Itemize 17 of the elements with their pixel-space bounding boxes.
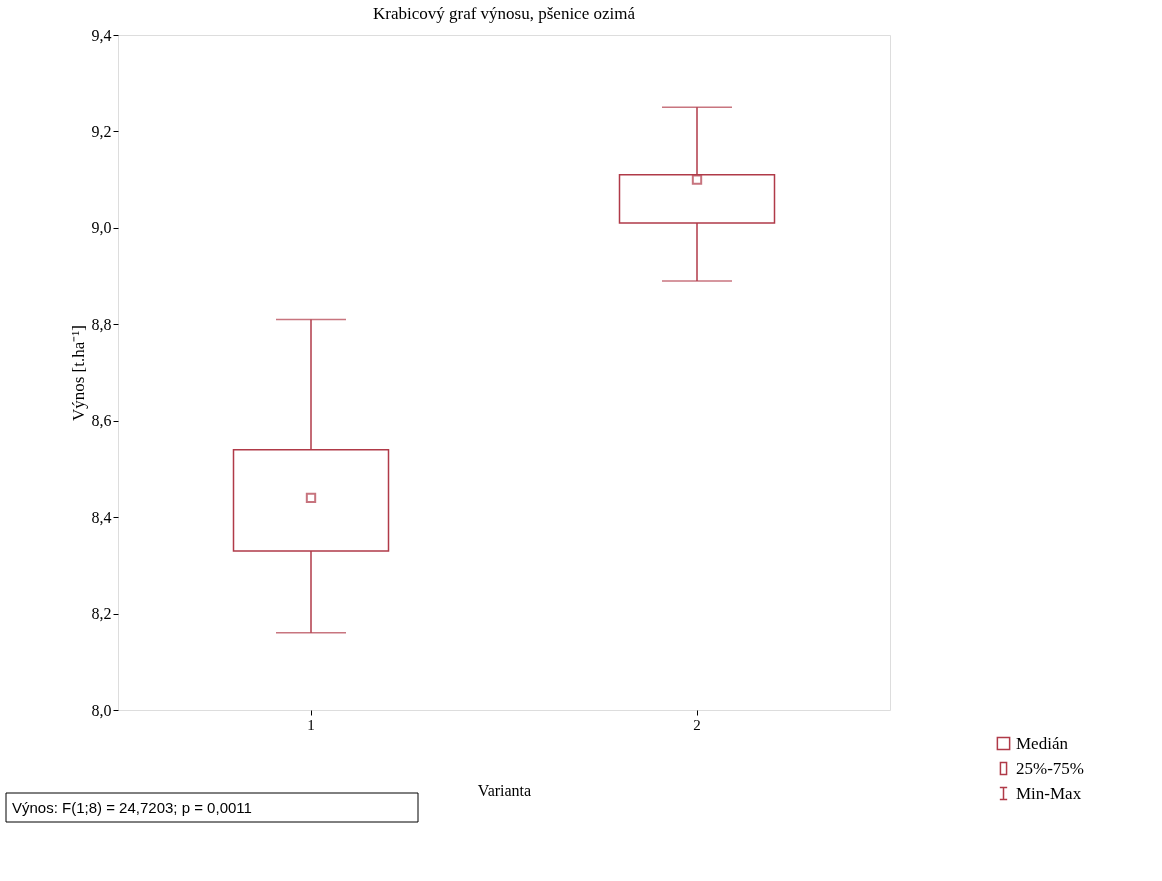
chart-title: Krabicový graf výnosu, pšenice ozimá xyxy=(373,4,636,23)
text: Medián xyxy=(1016,733,1069,753)
y-tick-label: 8,8 xyxy=(91,315,112,333)
text: 25%-75% xyxy=(1016,758,1084,778)
y-tick-label: 9,0 xyxy=(91,219,112,237)
y-tick-label: 8,6 xyxy=(91,412,112,430)
y-tick-label: 9,4 xyxy=(91,26,112,44)
x-tick-label: 1 xyxy=(307,716,315,733)
y-axis-title: Výnos [t.ha⁻¹] xyxy=(68,324,88,422)
x-tick-label: 2 xyxy=(693,716,701,733)
y-tick-label: 8,4 xyxy=(91,508,112,526)
x-axis-title: Varianta xyxy=(477,781,532,799)
y-tick-label: 8,0 xyxy=(91,701,112,719)
text: Výnos: F(1;8) = 24,7203; p = 0,0011 xyxy=(12,799,252,816)
text: Min-Max xyxy=(1016,783,1082,803)
y-tick-label: 9,2 xyxy=(91,122,112,140)
y-tick-label: 8,2 xyxy=(91,605,112,623)
